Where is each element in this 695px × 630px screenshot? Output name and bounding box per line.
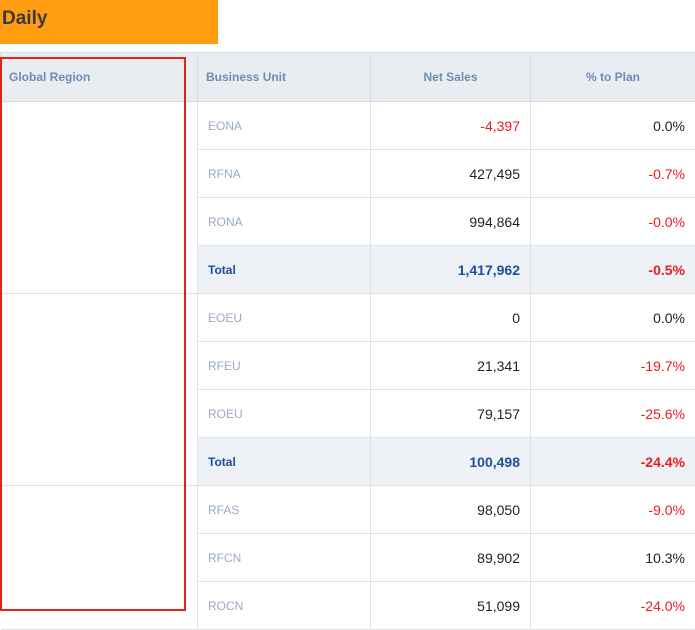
value-cell: 0.0% xyxy=(531,294,695,342)
region-cell xyxy=(1,486,198,630)
value-cell: 98,050 xyxy=(371,486,531,534)
value-cell: -24.0% xyxy=(531,582,695,630)
value-cell: 10.3% xyxy=(531,534,695,582)
unit-cell: ROCN xyxy=(198,582,371,630)
value-cell: 0.0% xyxy=(531,102,695,150)
column-header[interactable]: % to Plan xyxy=(531,53,695,102)
value-cell: -0.0% xyxy=(531,198,695,246)
value-cell: -19.7% xyxy=(531,342,695,390)
value-cell: 1,417,962 xyxy=(371,246,531,294)
value-cell: 0 xyxy=(371,294,531,342)
value-cell: 51,099 xyxy=(371,582,531,630)
value-cell: 427,495 xyxy=(371,150,531,198)
column-header[interactable]: Net Sales xyxy=(371,53,531,102)
value-cell: -24.4% xyxy=(531,438,695,486)
unit-cell: RFCN xyxy=(198,534,371,582)
unit-cell: EOEU xyxy=(198,294,371,342)
value-cell: 994,864 xyxy=(371,198,531,246)
unit-cell: EONA xyxy=(198,102,371,150)
daily-tab: Daily xyxy=(0,0,218,44)
value-cell: -0.5% xyxy=(531,246,695,294)
unit-cell: RFEU xyxy=(198,342,371,390)
unit-cell: RFAS xyxy=(198,486,371,534)
value-cell: -25.6% xyxy=(531,390,695,438)
value-cell: 100,498 xyxy=(371,438,531,486)
column-header[interactable]: Business Unit xyxy=(198,53,371,102)
value-cell: -0.7% xyxy=(531,150,695,198)
value-cell: 21,341 xyxy=(371,342,531,390)
unit-cell: ROEU xyxy=(198,390,371,438)
region-cell xyxy=(1,294,198,486)
unit-cell: RFNA xyxy=(198,150,371,198)
unit-cell: RONA xyxy=(198,198,371,246)
column-header[interactable]: Global Region xyxy=(1,53,198,102)
value-cell: -4,397 xyxy=(371,102,531,150)
value-cell: -9.0% xyxy=(531,486,695,534)
region-cell xyxy=(1,102,198,294)
unit-cell: Total xyxy=(198,246,371,294)
unit-cell: Total xyxy=(198,438,371,486)
value-cell: 79,157 xyxy=(371,390,531,438)
value-cell: 89,902 xyxy=(371,534,531,582)
